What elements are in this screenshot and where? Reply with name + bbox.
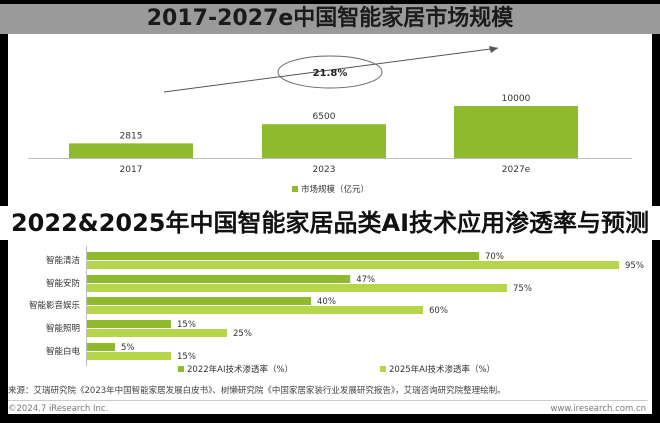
data-label-2023: 6500 bbox=[313, 112, 336, 122]
category-label-智能清洁: 智能清洁 bbox=[46, 255, 81, 266]
bar-2017 bbox=[69, 143, 193, 158]
legend-label-2022: 2022年AI技术渗透率（%） bbox=[187, 364, 293, 375]
bar-2022-智能影音娱乐 bbox=[87, 297, 311, 305]
chart-title-market-size: 2017-2027e中国智能家居市场规模 bbox=[0, 4, 660, 34]
bar-2025-智能影音娱乐 bbox=[87, 306, 423, 314]
legend-swatch-2025 bbox=[380, 366, 386, 372]
data-label-2022-智能清洁: 70% bbox=[485, 252, 504, 262]
bar-2022-智能安防 bbox=[87, 275, 351, 283]
legend-label-2025: 2025年AI技术渗透率（%） bbox=[389, 364, 495, 375]
legend-swatch-2022 bbox=[178, 366, 184, 372]
data-label-2017: 2815 bbox=[120, 131, 143, 141]
growth-arrow-line bbox=[163, 47, 499, 93]
data-label-2025-智能白电: 15% bbox=[177, 352, 196, 362]
data-label-2022-智能照明: 15% bbox=[177, 320, 196, 330]
market-size-chart-panel: 2815 2017 6500 2023 10000 2027e 21.8% 市场规模（亿元） bbox=[8, 34, 652, 206]
data-label-2022-智能影音娱乐: 40% bbox=[317, 297, 336, 307]
category-label-智能照明: 智能照明 bbox=[46, 323, 80, 334]
footer-divider bbox=[8, 400, 648, 401]
bar-2025-智能白电 bbox=[87, 352, 171, 360]
bar-2025-智能安防 bbox=[87, 284, 507, 292]
bar-2025-智能清洁 bbox=[87, 261, 619, 269]
tick-label-2027e: 2027e bbox=[502, 165, 531, 175]
growth-rate-ellipse bbox=[277, 55, 383, 89]
tick-label-2023: 2023 bbox=[313, 165, 336, 175]
data-label-2022-智能安防: 47% bbox=[356, 275, 375, 285]
tick-label-2017: 2017 bbox=[120, 165, 143, 175]
bar-2025-智能照明 bbox=[87, 329, 227, 337]
growth-rate-label: 21.8% bbox=[313, 68, 348, 79]
bar-2027e bbox=[454, 106, 578, 158]
chart-title-ai-penetration: 2022&2025年中国智能家居品类AI技术应用渗透率与预测 bbox=[0, 206, 660, 240]
bar-2022-智能清洁 bbox=[87, 252, 479, 260]
source-note: 来源：艾瑞研究院《2023年中国智能家居发展白皮书》、树懒研究院《中国家居家装行… bbox=[8, 386, 506, 396]
ai-penetration-chart-panel: 智能清洁 70% 95% 智能安防 47% 75% 智能影音娱乐 40% 60% 智能照明 15% 2… bbox=[8, 240, 652, 414]
category-label-智能白电: 智能白电 bbox=[46, 346, 81, 357]
category-label-智能影音娱乐: 智能影音娱乐 bbox=[29, 300, 81, 311]
ai-penetration-chart: 智能清洁 70% 95% 智能安防 47% 75% 智能影音娱乐 40% 60% 智能照明 15% 2… bbox=[29, 246, 644, 375]
bar-2022-智能照明 bbox=[87, 320, 171, 328]
data-label-2025-智能影音娱乐: 60% bbox=[429, 306, 448, 316]
data-label-2025-智能清洁: 95% bbox=[625, 261, 644, 271]
bar-2022-智能白电 bbox=[87, 343, 115, 351]
legend-swatch-market-size bbox=[292, 186, 298, 192]
market-size-chart: 2815 2017 6500 2023 10000 2027e 21.8% 市场规模（亿元） bbox=[28, 46, 632, 195]
legend-label-market-size: 市场规模（亿元） bbox=[301, 184, 369, 195]
website-link[interactable]: www.iresearch.com.cn bbox=[550, 404, 646, 414]
copyright: ©2024.7 iResearch Inc. bbox=[8, 404, 109, 414]
data-label-2025-智能安防: 75% bbox=[513, 284, 532, 294]
data-label-2025-智能照明: 25% bbox=[233, 329, 252, 339]
data-label-2022-智能白电: 5% bbox=[121, 343, 135, 353]
bar-2023 bbox=[262, 124, 386, 158]
growth-arrow-head bbox=[489, 46, 498, 53]
category-label-智能安防: 智能安防 bbox=[46, 278, 81, 289]
data-label-2027e: 10000 bbox=[502, 94, 531, 104]
